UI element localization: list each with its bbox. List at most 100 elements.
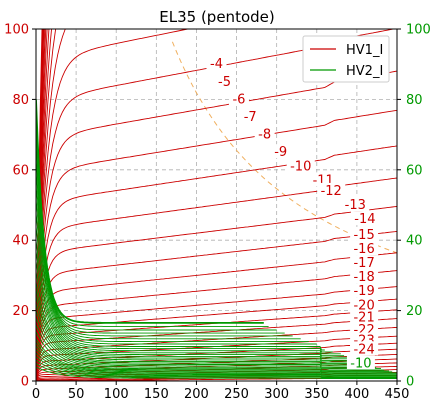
curve-label-bg	[350, 241, 379, 255]
hv2-curve--3	[36, 141, 285, 334]
x-tick-label: 350	[304, 387, 329, 402]
curve-label-bg	[350, 321, 379, 336]
hv2-curve--29	[36, 363, 397, 378]
curve-label-bg	[346, 355, 375, 370]
y-tick-label-left: 80	[12, 93, 29, 108]
hv2-curve--26	[36, 352, 397, 376]
x-tick-label: 100	[104, 387, 129, 402]
plot-frame	[35, 28, 398, 382]
curve-label-bg	[350, 297, 379, 312]
hv2-curve--5	[36, 169, 301, 340]
curve-label-bg	[254, 126, 275, 141]
hv2-curve--16	[36, 296, 365, 365]
x-tick-label: 0	[32, 387, 40, 402]
curve-label-bg	[240, 109, 261, 123]
curve-label: -6	[232, 92, 245, 107]
curve-label: -17	[353, 256, 374, 271]
curve-label-bg	[228, 91, 249, 106]
chart-title: EL35 (pentode)	[159, 8, 274, 26]
curve-label: -4	[210, 57, 223, 72]
y-tick-label-left: 20	[12, 304, 29, 319]
curve-label-bg	[214, 73, 235, 88]
hv1-curve--18	[36, 252, 397, 381]
hv2-curve--30	[36, 366, 397, 379]
y-tick-label-right: 0	[406, 375, 414, 390]
curve-label: -15	[353, 228, 374, 243]
hv1-curve--14	[36, 145, 397, 381]
hv2-curve--9	[36, 226, 333, 353]
y-tick-label-left: 40	[12, 234, 29, 249]
y-tick-label-left: 0	[21, 375, 29, 390]
hv2-curve--11	[36, 250, 345, 357]
hv2-curve--12	[36, 261, 349, 358]
hv2-curve--2	[36, 127, 277, 331]
hv2-curve--28	[36, 359, 397, 378]
x-tick-label: 50	[68, 387, 85, 402]
hv2-curve--21	[36, 331, 385, 371]
hv2-curve--14	[36, 282, 357, 361]
hv2-curve--10	[36, 240, 341, 355]
y-tick-label-right: 40	[406, 234, 423, 249]
hv2-curve--24	[36, 345, 397, 374]
curve-label-bg	[286, 158, 315, 173]
y-tick-label-right: 80	[406, 93, 423, 108]
hv2-curve--13	[36, 271, 353, 360]
hv2-curve--20	[36, 324, 381, 370]
x-tick-label: 300	[264, 387, 289, 402]
curve-label: -19	[353, 284, 374, 299]
legend-label: HV2_I	[346, 64, 383, 79]
legend: HV1_I HV2_I	[302, 35, 390, 83]
curve-label-bg	[350, 255, 379, 270]
hv2-curve--8	[36, 211, 325, 351]
curve-label-bg	[341, 197, 370, 211]
hv2-curve-0	[36, 99, 264, 324]
hv2-curve--15	[36, 289, 361, 363]
x-tick-label: 150	[144, 387, 169, 402]
hv2-curve--4	[36, 155, 293, 337]
hv2-curve--17	[36, 303, 369, 366]
hv2-curve--7	[36, 197, 317, 345]
curve-label: -9	[274, 145, 287, 160]
y-tick-label-left: 100	[4, 23, 29, 38]
curve-label-bg	[350, 269, 379, 284]
y-tick-label-right: 60	[406, 163, 423, 178]
curve-label: -20	[353, 298, 374, 313]
hv1-curve--10	[36, 29, 190, 381]
curve-labels: -4-5-6-7-8-9-10-11-12-13-14-15-16-17-18-…	[206, 56, 379, 371]
hv1-curve--13	[36, 109, 397, 381]
curve-label-bg	[350, 283, 379, 298]
grid	[36, 29, 397, 381]
hv1-curve--23	[36, 318, 397, 381]
curve-label-bg	[350, 341, 379, 356]
hv1-curve--16	[36, 206, 397, 381]
hv2-curve--1	[36, 113, 269, 327]
y-tick-label-left: 60	[12, 163, 29, 178]
curve-label-bg	[350, 309, 379, 324]
curve-label-bg	[317, 182, 346, 197]
legend-label: HV1_I	[346, 43, 383, 58]
curve-label: -24	[353, 342, 374, 357]
curve-label: -8	[258, 128, 271, 143]
hv1-curve--24	[36, 326, 397, 381]
curve-label: -10	[350, 356, 371, 371]
hv2-curve--22	[36, 338, 389, 372]
x-tick-label: 400	[344, 387, 369, 402]
hv2-curve--23	[36, 342, 393, 373]
hv2-curve--27	[36, 356, 397, 377]
hv2-curve--18	[36, 310, 373, 367]
hv1-curve--17	[36, 230, 397, 381]
curve-label: -7	[244, 110, 257, 125]
x-tick-label: 450	[385, 387, 410, 402]
curve-label-bg	[350, 211, 379, 226]
hv2-curve--19	[36, 317, 377, 368]
hv1-curve--20	[36, 286, 397, 381]
curve-label: -14	[354, 212, 375, 227]
curve-label: -16	[353, 242, 374, 257]
hv2-curve--6	[36, 183, 309, 343]
curve-label-bg	[206, 56, 227, 71]
curve-label-bg	[270, 144, 291, 159]
curve-label: -5	[218, 75, 231, 90]
